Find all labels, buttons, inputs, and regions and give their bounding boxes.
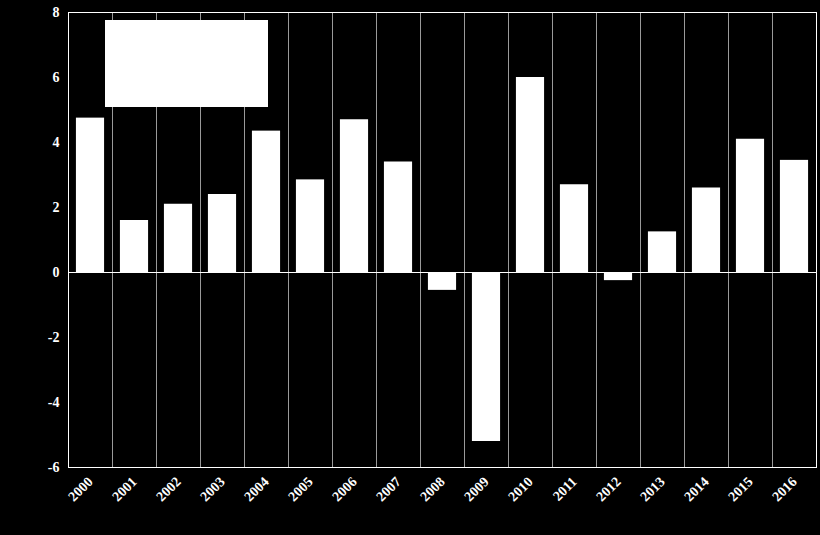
svg-text:2003: 2003 (197, 474, 227, 504)
svg-text:2013: 2013 (637, 474, 667, 504)
svg-text:2002: 2002 (153, 474, 183, 504)
svg-text:4: 4 (53, 135, 60, 150)
svg-text:2004: 2004 (241, 474, 271, 504)
svg-text:2000: 2000 (65, 474, 95, 504)
svg-text:2011: 2011 (550, 474, 580, 504)
svg-text:-4: -4 (48, 395, 60, 410)
svg-text:6: 6 (53, 70, 60, 85)
svg-text:2: 2 (53, 200, 60, 215)
svg-text:2001: 2001 (109, 474, 139, 504)
svg-text:2012: 2012 (593, 474, 623, 504)
svg-text:2016: 2016 (769, 474, 799, 504)
svg-text:8: 8 (53, 5, 60, 20)
svg-text:2014: 2014 (681, 474, 711, 504)
svg-text:2015: 2015 (725, 474, 755, 504)
svg-text:-2: -2 (48, 330, 60, 345)
svg-text:2010: 2010 (505, 474, 535, 504)
svg-text:0: 0 (53, 265, 60, 280)
svg-text:2007: 2007 (373, 474, 403, 504)
svg-text:2008: 2008 (417, 474, 447, 504)
svg-text:2005: 2005 (285, 474, 315, 504)
svg-text:-6: -6 (48, 460, 60, 475)
svg-text:2006: 2006 (329, 474, 359, 504)
svg-text:2009: 2009 (461, 474, 491, 504)
